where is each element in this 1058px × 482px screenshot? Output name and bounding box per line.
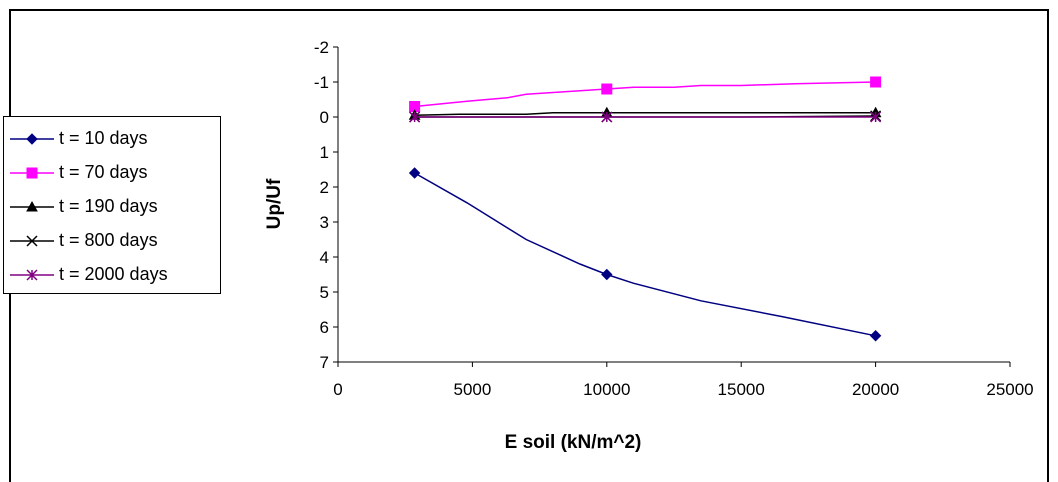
legend-marker <box>26 167 38 179</box>
series-layer <box>408 76 882 342</box>
data-point <box>870 76 882 88</box>
series-2 <box>409 76 882 112</box>
data-point <box>601 111 613 123</box>
y-tick-label: 3 <box>320 213 329 232</box>
legend-label: t = 70 days <box>59 162 148 182</box>
y-tick-label: 5 <box>320 283 329 302</box>
x-tick-label: 5000 <box>453 380 491 399</box>
data-point <box>601 83 613 95</box>
series-1 <box>408 167 882 342</box>
legend-label: t = 190 days <box>59 196 158 216</box>
x-axis-title: E soil (kN/m^2) <box>505 432 642 453</box>
series-line <box>414 172 876 337</box>
legend-swatch <box>10 167 54 179</box>
legend-marker <box>26 269 38 281</box>
data-point <box>409 111 421 123</box>
legend: t = 10 days t = 70 days t = 190 days t = 80… <box>3 116 221 294</box>
data-point <box>601 268 613 281</box>
legend-label: t = 2000 days <box>59 264 168 284</box>
x-tick-label: 0 <box>333 380 342 399</box>
data-point <box>869 330 882 342</box>
x-tick-label: 15000 <box>718 380 765 399</box>
y-tick-label: 4 <box>320 248 329 267</box>
y-tick-label: 6 <box>320 318 329 337</box>
x-tick-label: 10000 <box>583 380 630 399</box>
legend-marker <box>26 133 38 145</box>
legend-swatch <box>10 235 54 247</box>
y-tick-label: 7 <box>320 353 329 372</box>
legend-label: t = 800 days <box>59 230 158 250</box>
y-tick-label: -1 <box>314 73 329 92</box>
legend-item: t = 800 days <box>4 223 220 257</box>
x-tick-label: 20000 <box>852 380 899 399</box>
legend-swatch <box>10 200 54 212</box>
data-point <box>870 111 882 123</box>
y-tick-label: 2 <box>320 178 329 197</box>
legend-marker <box>26 200 38 212</box>
legend-item: t = 70 days <box>4 155 220 189</box>
legend-swatch <box>10 269 54 281</box>
legend-item: t = 10 days <box>4 121 220 155</box>
data-point <box>408 167 421 179</box>
series-line <box>414 112 876 117</box>
series-line <box>414 81 876 108</box>
y-axis-title: Up/Uf <box>264 178 285 229</box>
y-tick-label: 0 <box>320 108 329 127</box>
y-tick-label: 1 <box>320 143 329 162</box>
legend-label: t = 10 days <box>59 128 148 148</box>
legend-item: t = 2000 days <box>4 257 220 291</box>
y-tick-label: -2 <box>314 38 329 57</box>
legend-item: t = 190 days <box>4 189 220 223</box>
x-tick-label: 25000 <box>986 380 1033 399</box>
legend-swatch <box>10 133 54 145</box>
legend-marker <box>26 235 38 247</box>
series-5 <box>409 111 882 123</box>
